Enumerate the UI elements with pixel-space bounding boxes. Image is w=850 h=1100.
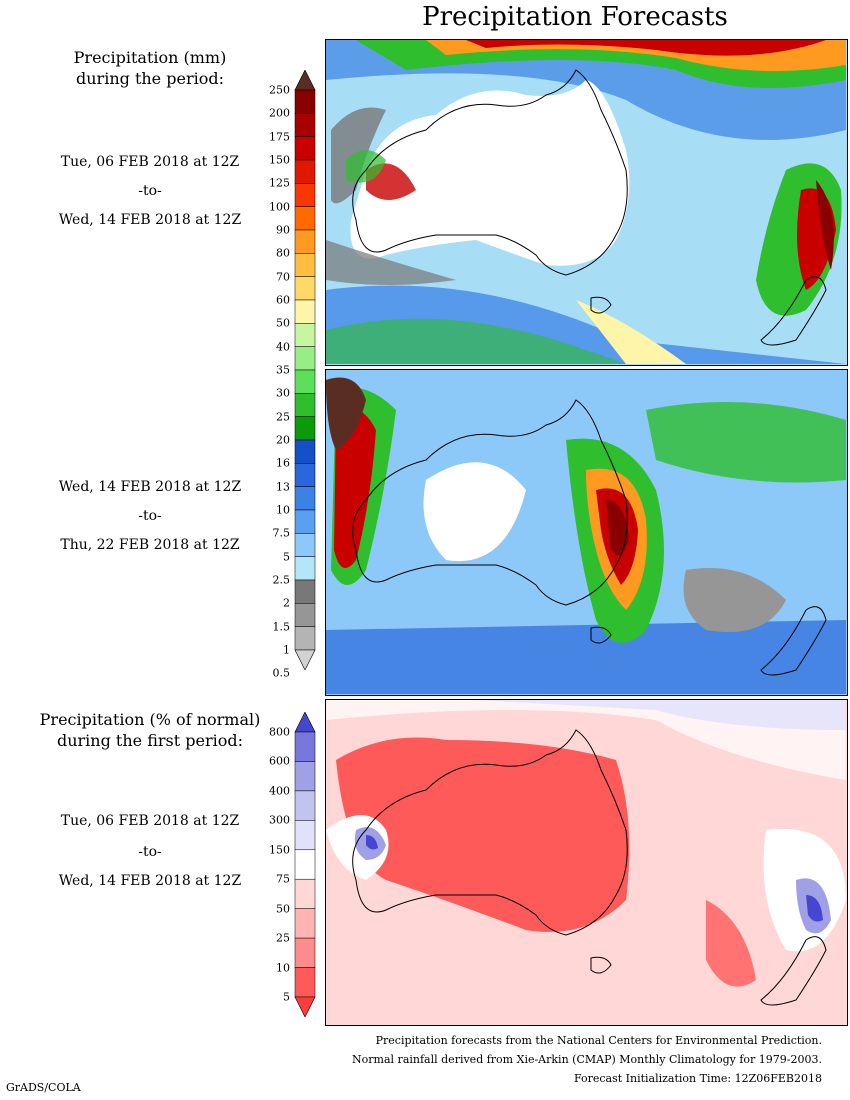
colorbar-bottom-arrow — [294, 649, 316, 670]
colorbar-swatch — [294, 509, 316, 534]
percent-heading-line2: during the first period: — [56, 731, 244, 750]
colorbar-swatch — [294, 820, 316, 851]
period1-end: Wed, 14 FEB 2018 at 12Z — [58, 212, 242, 228]
period1-sep: -to- — [138, 183, 162, 199]
footer: Precipitation forecasts from the Nationa… — [352, 1031, 822, 1088]
colorbar-tick-label: 0.5 — [272, 666, 291, 680]
period2-end: Thu, 22 FEB 2018 at 12Z — [60, 537, 240, 553]
colorbar-tick-label: 5 — [283, 990, 290, 1004]
colorbar-tick-label: 80 — [276, 246, 290, 260]
colorbar-swatch — [294, 159, 316, 184]
colorbar-swatch — [294, 276, 316, 301]
percent-heading: Precipitation (% of normal) during the f… — [20, 709, 280, 751]
percent-colorbar — [294, 712, 316, 1017]
period2-start: Wed, 14 FEB 2018 at 12Z — [58, 479, 242, 495]
colorbar-tick-label: 400 — [269, 784, 290, 798]
colorbar-tick-label: 600 — [269, 754, 290, 768]
colorbar-tick-label: 50 — [276, 902, 290, 916]
colorbar-swatch — [294, 113, 316, 137]
precip-heading-line2: during the period: — [76, 69, 224, 88]
colorbar-swatch — [294, 790, 316, 821]
colorbar-bottom-arrow — [294, 996, 316, 1017]
colorbar-swatch — [294, 937, 316, 968]
colorbar-tick-label: 10 — [276, 503, 290, 517]
footer-line2: Normal rainfall derived from Xie-Arkin (… — [352, 1053, 822, 1066]
colorbar-swatch — [294, 369, 316, 394]
colorbar-tick-label: 5 — [283, 550, 290, 564]
colorbar-tick-label: 25 — [276, 931, 290, 945]
colorbar-swatch — [294, 731, 316, 762]
colorbar-swatch — [294, 486, 316, 511]
colorbar-tick-label: 250 — [269, 83, 290, 97]
colorbar-tick-label: 25 — [276, 410, 290, 424]
colorbar-swatch — [294, 136, 316, 161]
colorbar-swatch — [294, 183, 316, 207]
colorbar-tick-label: 20 — [276, 433, 290, 447]
colorbar-tick-label: 70 — [276, 270, 290, 284]
colorbar-swatch — [294, 533, 316, 557]
colorbar-tick-label: 90 — [276, 223, 290, 237]
period2-sep: -to- — [138, 508, 162, 524]
colorbar-swatch — [294, 229, 316, 254]
colorbar-tick-label: 16 — [276, 456, 290, 470]
colorbar-swatch — [294, 206, 316, 231]
period1-start: Tue, 06 FEB 2018 at 12Z — [60, 154, 240, 170]
colorbar-swatch — [294, 323, 316, 347]
colorbar-tick-label: 50 — [276, 316, 290, 330]
colorbar-swatch — [294, 253, 316, 277]
colorbar-tick-label: 75 — [276, 872, 290, 886]
colorbar-tick-label: 150 — [269, 153, 290, 167]
colorbar-swatch — [294, 967, 316, 998]
precip-map-period2 — [325, 369, 848, 696]
colorbar-swatch — [294, 463, 316, 487]
page-title: Precipitation Forecasts — [422, 2, 728, 32]
colorbar-swatch — [294, 849, 316, 880]
colorbar-tick-label: 60 — [276, 293, 290, 307]
colorbar-swatch — [294, 908, 316, 939]
colorbar-tick-label: 2 — [283, 596, 290, 610]
footer-line3: Forecast Initialization Time: 12Z06FEB20… — [573, 1072, 822, 1085]
colorbar-top-arrow — [294, 70, 316, 91]
percent-period-sep: -to- — [138, 844, 162, 860]
colorbar-tick-label: 10 — [276, 961, 290, 975]
colorbar-tick-label: 40 — [276, 340, 290, 354]
percent-period-start: Tue, 06 FEB 2018 at 12Z — [60, 813, 240, 829]
colorbar-tick-label: 300 — [269, 813, 290, 827]
colorbar-tick-label: 13 — [276, 480, 290, 494]
colorbar-tick-label: 7.5 — [272, 526, 291, 540]
percent-of-normal-map — [325, 699, 848, 1026]
colorbar-swatch — [294, 579, 316, 604]
colorbar-tick-label: 200 — [269, 106, 290, 120]
colorbar-swatch — [294, 439, 316, 464]
grads-credit: GrADS/COLA — [6, 1081, 81, 1094]
colorbar-tick-label: 800 — [269, 725, 290, 739]
colorbar-swatch — [294, 346, 316, 371]
precip-heading-line1: Precipitation (mm) — [73, 48, 227, 67]
footer-line1: Precipitation forecasts from the Nationa… — [375, 1034, 822, 1047]
colorbar-swatch — [294, 299, 316, 324]
colorbar-tick-label: 175 — [269, 130, 290, 144]
colorbar-tick-label: 150 — [269, 843, 290, 857]
colorbar-tick-label: 100 — [269, 200, 290, 214]
precip-map-period1 — [325, 39, 848, 366]
precip-colorbar — [294, 70, 316, 670]
colorbar-swatch — [294, 416, 316, 441]
colorbar-swatch — [294, 626, 316, 651]
colorbar-tick-label: 2.5 — [272, 573, 291, 587]
colorbar-swatch — [294, 556, 316, 581]
colorbar-top-arrow — [294, 712, 316, 733]
percent-heading-line1: Precipitation (% of normal) — [39, 710, 261, 729]
precip-heading: Precipitation (mm) during the period: — [20, 47, 280, 89]
colorbar-swatch — [294, 393, 316, 417]
colorbar-tick-label: 30 — [276, 386, 290, 400]
colorbar-tick-label: 35 — [276, 363, 290, 377]
percent-period-end: Wed, 14 FEB 2018 at 12Z — [58, 873, 242, 889]
colorbar-tick-label: 125 — [269, 176, 290, 190]
colorbar-swatch — [294, 878, 316, 909]
colorbar-swatch — [294, 761, 316, 792]
colorbar-swatch — [294, 603, 316, 627]
colorbar-tick-label: 1 — [283, 643, 290, 657]
colorbar-tick-label: 1.5 — [272, 620, 291, 634]
colorbar-swatch — [294, 89, 316, 114]
